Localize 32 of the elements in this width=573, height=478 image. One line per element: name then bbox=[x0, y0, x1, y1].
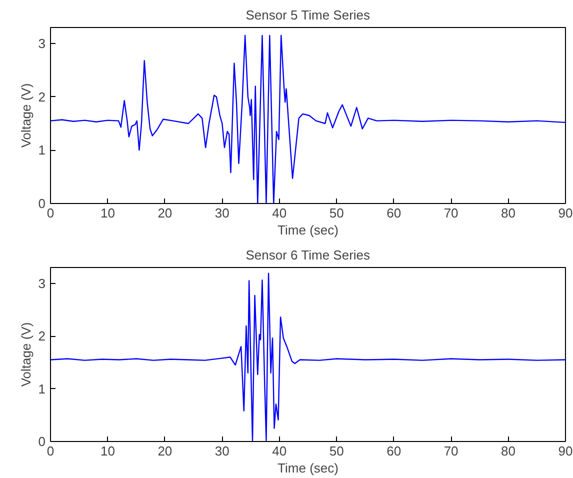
x-tick-label: 70 bbox=[444, 444, 458, 458]
x-tick-label: 10 bbox=[100, 444, 115, 458]
x-tick-label: 10 bbox=[100, 206, 115, 220]
x-axis-title: Time (sec) bbox=[278, 222, 338, 238]
y-axis-title: Voltage (V) bbox=[18, 322, 34, 387]
x-tick-label: 30 bbox=[214, 444, 230, 458]
x-tick-label: 80 bbox=[501, 206, 516, 220]
y-tick-label: 3 bbox=[38, 36, 46, 51]
x-tick-label: 20 bbox=[158, 206, 172, 220]
x-tick-label: 60 bbox=[386, 206, 402, 220]
chart-title: Sensor 5 Time Series bbox=[246, 8, 371, 22]
x-tick-label: 50 bbox=[329, 206, 344, 220]
chart-title: Sensor 6 Time Series bbox=[246, 248, 371, 262]
x-tick-label: 90 bbox=[558, 206, 573, 220]
y-tick-label: 1 bbox=[38, 142, 46, 158]
y-tick-label: 3 bbox=[38, 276, 46, 291]
y-axis-title: Voltage (V) bbox=[18, 83, 34, 148]
y-tick-label: 0 bbox=[38, 434, 46, 449]
x-tick-label: 90 bbox=[558, 444, 573, 458]
x-tick-label: 70 bbox=[444, 206, 458, 220]
x-tick-label: 80 bbox=[501, 444, 516, 458]
y-tick-label: 0 bbox=[38, 196, 46, 211]
x-tick-label: 40 bbox=[272, 444, 287, 458]
x-tick-label: 50 bbox=[329, 444, 344, 458]
x-tick-label: 30 bbox=[214, 206, 230, 220]
x-axis-title: Time (sec) bbox=[278, 460, 338, 476]
x-tick-label: 40 bbox=[272, 206, 287, 220]
y-tick-label: 2 bbox=[38, 328, 46, 344]
x-tick-label: 60 bbox=[386, 444, 402, 458]
y-tick-label: 1 bbox=[38, 381, 46, 396]
y-tick-label: 2 bbox=[38, 89, 46, 104]
x-tick-label: 20 bbox=[158, 444, 172, 458]
